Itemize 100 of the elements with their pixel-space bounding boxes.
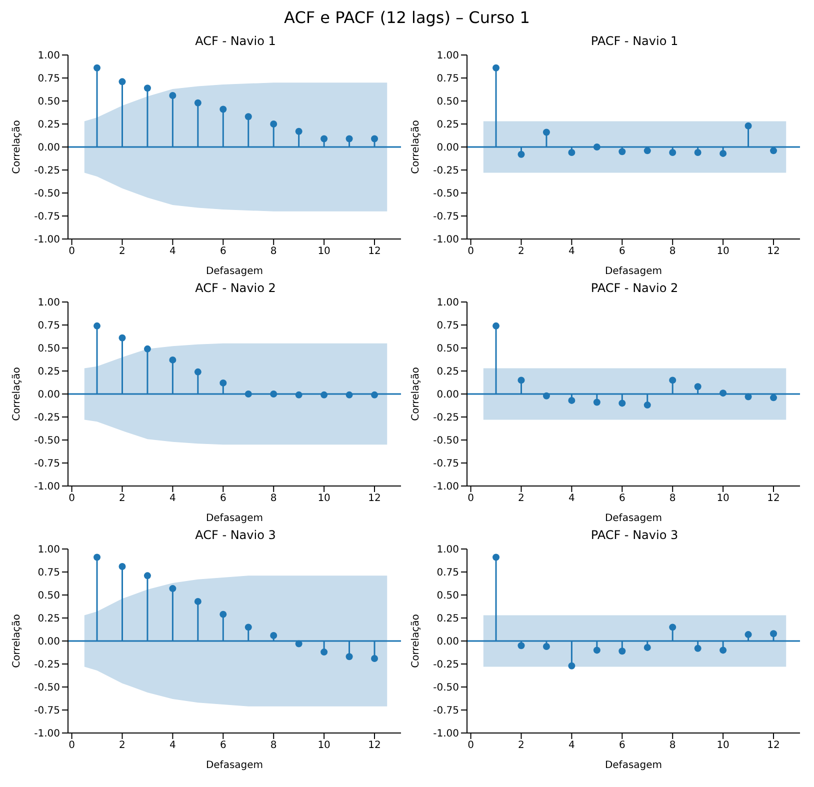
chart-title: PACF - Navio 1 xyxy=(590,34,678,49)
y-tick-label: 0.00 xyxy=(38,636,60,648)
text: ACF e PACF (12 lags) – Curso 1 xyxy=(283,8,531,29)
y-tick-label: -1.00 xyxy=(433,482,459,493)
y-axis-title: Correlação xyxy=(12,614,23,668)
y-tick-label: 0.50 xyxy=(38,96,60,108)
x-tick-label: 2 xyxy=(518,740,524,752)
y-tick-label: -0.25 xyxy=(433,660,459,671)
y-tick-label: 0.25 xyxy=(436,120,459,131)
x-tick-label: 4 xyxy=(170,246,176,258)
x-tick-label: 0 xyxy=(68,246,75,258)
x-tick-label: 4 xyxy=(568,740,575,752)
x-axis-title: Defasagem xyxy=(604,266,662,277)
x-tick-label: 0 xyxy=(468,740,474,752)
y-tick-label: -0.25 xyxy=(433,412,459,424)
y-tick-label: 0.00 xyxy=(38,142,60,154)
y-tick-label: -1.00 xyxy=(433,728,459,740)
y-tick-label: 0.75 xyxy=(436,320,459,332)
x-axis-title: Defasagem xyxy=(604,513,662,524)
x-tick-label: 10 xyxy=(318,246,330,258)
y-tick-label: -1.00 xyxy=(34,482,60,493)
y-tick-label: 0.25 xyxy=(38,366,60,378)
x-tick-label: 6 xyxy=(618,493,626,504)
y-tick-label: 1.00 xyxy=(436,50,459,62)
x-axis-title: Defasagem xyxy=(206,760,264,771)
x-tick-label: 6 xyxy=(220,246,226,258)
y-axis-title: Correlação xyxy=(12,367,23,421)
chart-title: ACF - Navio 1 xyxy=(194,34,276,49)
y-tick-label: 0.00 xyxy=(436,390,459,401)
x-tick-label: 10 xyxy=(716,246,730,258)
y-tick-label: -0.50 xyxy=(433,436,459,447)
x-tick-label: 12 xyxy=(368,246,381,258)
x-tick-label: 4 xyxy=(170,493,176,504)
x-axis-title: Defasagem xyxy=(206,266,264,277)
x-axis-title: Defasagem xyxy=(604,760,662,771)
x-tick-label: 4 xyxy=(568,493,575,504)
x-tick-label: 0 xyxy=(468,246,474,258)
y-tick-label: -0.75 xyxy=(433,212,459,223)
x-tick-label: 8 xyxy=(669,740,676,752)
y-tick-label: -0.75 xyxy=(34,212,60,223)
y-tick-label: 0.00 xyxy=(436,636,459,648)
chart-title: PACF - Navio 3 xyxy=(590,528,678,543)
y-tick-label: 0.25 xyxy=(38,614,60,625)
y-tick-label: 0.50 xyxy=(436,590,459,602)
y-tick-label: -0.50 xyxy=(34,188,60,200)
x-tick-label: 0 xyxy=(68,740,75,752)
x-tick-label: 2 xyxy=(119,740,126,752)
y-tick-label: 0.75 xyxy=(38,568,60,579)
y-tick-label: 0.75 xyxy=(436,568,459,579)
y-axis-title: Correlação xyxy=(410,120,422,174)
chart-title: ACF - Navio 2 xyxy=(194,281,276,296)
y-tick-label: -0.50 xyxy=(34,682,60,694)
y-tick-label: 1.00 xyxy=(38,544,60,556)
y-tick-label: 0.25 xyxy=(436,614,459,625)
x-tick-label: 8 xyxy=(669,246,676,258)
x-tick-label: 10 xyxy=(716,493,730,504)
chart-title: PACF - Navio 2 xyxy=(590,281,678,296)
y-tick-label: 0.25 xyxy=(436,366,459,378)
x-tick-label: 2 xyxy=(119,246,126,258)
x-tick-label: 2 xyxy=(518,246,524,258)
x-tick-label: 8 xyxy=(270,493,277,504)
x-tick-label: 6 xyxy=(618,246,626,258)
x-tick-label: 12 xyxy=(368,740,381,752)
x-tick-label: 6 xyxy=(220,740,226,752)
y-axis-title: Correlação xyxy=(12,120,23,174)
x-tick-label: 2 xyxy=(518,493,524,504)
x-tick-label: 10 xyxy=(318,493,330,504)
y-tick-label: -0.25 xyxy=(34,166,60,177)
x-tick-label: 0 xyxy=(68,493,75,504)
y-tick-label: -0.50 xyxy=(34,436,60,447)
y-tick-label: 0.25 xyxy=(38,120,60,131)
x-tick-label: 6 xyxy=(618,740,626,752)
y-tick-label: -0.50 xyxy=(433,188,459,200)
x-tick-label: 8 xyxy=(270,740,277,752)
y-tick-label: -0.75 xyxy=(34,706,60,717)
y-tick-label: -0.25 xyxy=(433,166,459,177)
y-tick-label: -0.75 xyxy=(34,458,60,470)
y-tick-label: 0.50 xyxy=(38,590,60,602)
y-tick-label: -0.25 xyxy=(34,412,60,424)
y-tick-label: 0.75 xyxy=(38,320,60,332)
y-tick-label: 0.75 xyxy=(436,74,459,85)
x-tick-label: 0 xyxy=(468,493,474,504)
x-tick-label: 10 xyxy=(716,740,730,752)
y-tick-label: -0.50 xyxy=(433,682,459,694)
y-tick-label: -1.00 xyxy=(34,234,60,246)
y-tick-label: 0.00 xyxy=(38,390,60,401)
x-tick-label: 4 xyxy=(568,246,575,258)
y-tick-label: -1.00 xyxy=(433,234,459,246)
x-tick-label: 4 xyxy=(170,740,176,752)
y-tick-label: 1.00 xyxy=(38,298,60,309)
x-tick-label: 2 xyxy=(119,493,126,504)
y-tick-label: 0.75 xyxy=(38,74,60,85)
y-tick-label: 1.00 xyxy=(436,544,459,556)
y-tick-label: 0.00 xyxy=(436,142,459,154)
y-tick-label: -0.75 xyxy=(433,706,459,717)
x-tick-label: 8 xyxy=(669,493,676,504)
y-axis-title: Correlação xyxy=(410,614,422,668)
y-tick-label: 0.50 xyxy=(38,344,60,355)
x-tick-label: 12 xyxy=(767,246,780,258)
y-tick-label: -0.25 xyxy=(34,660,60,671)
